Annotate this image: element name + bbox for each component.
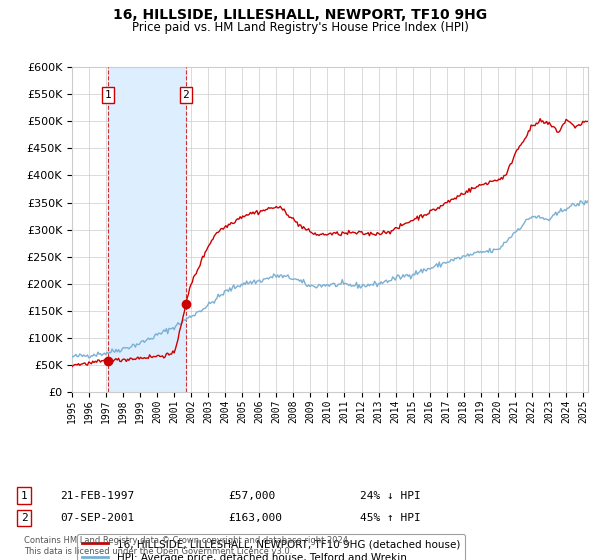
Legend: 16, HILLSIDE, LILLESHALL, NEWPORT, TF10 9HG (detached house), HPI: Average price: 16, HILLSIDE, LILLESHALL, NEWPORT, TF10 … bbox=[77, 534, 466, 560]
Text: Price paid vs. HM Land Registry's House Price Index (HPI): Price paid vs. HM Land Registry's House … bbox=[131, 21, 469, 34]
Text: 45% ↑ HPI: 45% ↑ HPI bbox=[360, 513, 421, 523]
Text: £57,000: £57,000 bbox=[228, 491, 275, 501]
Text: 2: 2 bbox=[20, 513, 28, 523]
Text: 1: 1 bbox=[105, 90, 112, 100]
Text: 24% ↓ HPI: 24% ↓ HPI bbox=[360, 491, 421, 501]
Text: £163,000: £163,000 bbox=[228, 513, 282, 523]
Text: Contains HM Land Registry data © Crown copyright and database right 2024.
This d: Contains HM Land Registry data © Crown c… bbox=[24, 536, 350, 556]
Text: 16, HILLSIDE, LILLESHALL, NEWPORT, TF10 9HG: 16, HILLSIDE, LILLESHALL, NEWPORT, TF10 … bbox=[113, 8, 487, 22]
Text: 07-SEP-2001: 07-SEP-2001 bbox=[60, 513, 134, 523]
Text: 21-FEB-1997: 21-FEB-1997 bbox=[60, 491, 134, 501]
Text: 1: 1 bbox=[20, 491, 28, 501]
Text: 2: 2 bbox=[182, 90, 190, 100]
Bar bbox=[108, 67, 186, 392]
